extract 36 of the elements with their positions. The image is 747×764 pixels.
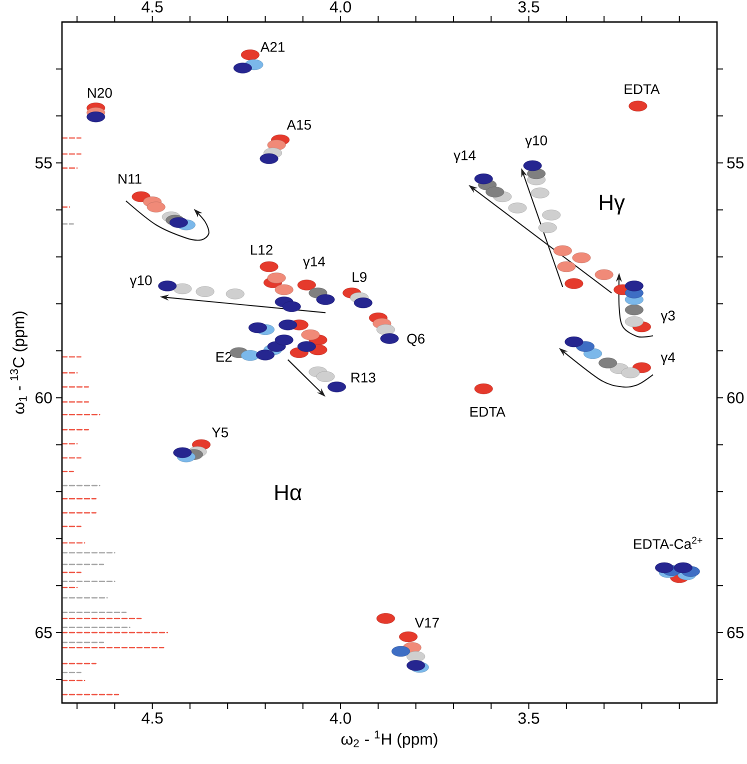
annotation: N11 [118,174,142,184]
y-axis-title: ω$_{1}$ - $^{13}$C (ppm) [10,312,28,414]
annotation: E2 [216,352,232,362]
annotation: γ10 [525,135,548,148]
annotation: Y5 [212,428,228,438]
annotation: γ10 [130,275,152,288]
annotation: Q6 [407,334,425,346]
x2-tick-label: 4.5 [142,1,163,12]
y-tick-label: 55 [35,157,52,168]
x2-tick-label: 3.5 [518,1,540,12]
y2-tick-label: 55 [727,157,744,168]
x2-tick-label: 4.0 [330,1,352,12]
annotation: N20 [88,88,112,98]
annotation: EDTA-Ca$^{2+}$ [634,536,702,549]
x-axis-title: ω$_{2}$ - $^{1}$H (ppm) [341,730,438,748]
y2-tick-label: 65 [727,626,744,638]
annotation: γ14 [454,150,476,164]
annotation: Hα [275,484,302,500]
annotation: V17 [414,618,439,628]
annotation: γ14 [303,256,326,270]
annotation: γ3 [660,310,675,324]
annotation: γ4 [660,352,676,365]
x-tick-label: 4.5 [142,712,163,724]
annotation: A15 [286,120,311,130]
annotation: A21 [260,42,285,52]
x-tick-label: 4.0 [330,712,352,724]
annotation: Hγ [600,194,625,214]
y-tick-label: 65 [36,626,52,638]
x-tick-label: 3.5 [518,712,540,724]
annotation: R13 [351,372,376,382]
annotation: EDTA [470,407,506,417]
annotation: L12 [251,244,272,255]
annotation: EDTA [624,84,660,94]
annotation: L9 [352,272,366,282]
y-tick-label: 60 [36,392,52,404]
y2-tick-label: 60 [727,392,744,404]
